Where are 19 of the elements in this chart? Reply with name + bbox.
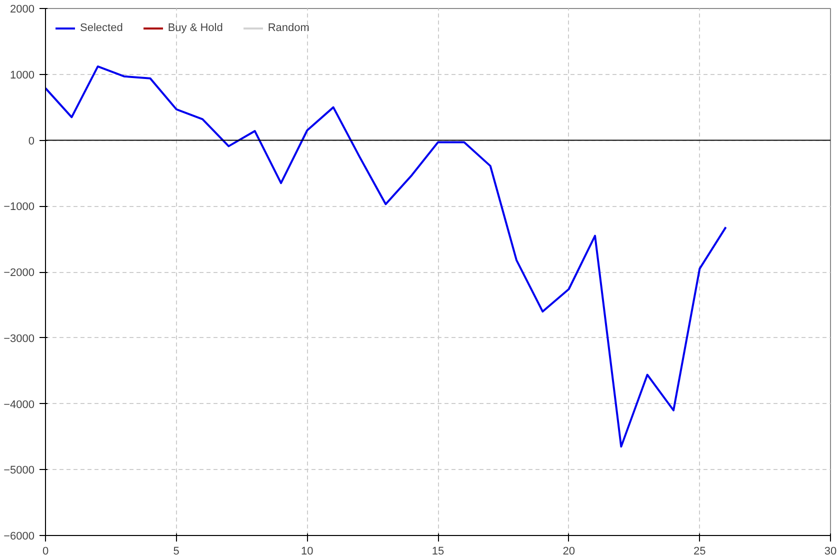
x-tick-label: 5 bbox=[173, 546, 180, 557]
y-tick-label: −1000 bbox=[4, 201, 35, 214]
legend-label: Random bbox=[268, 22, 310, 34]
x-tick-label: 15 bbox=[432, 546, 444, 557]
y-tick-label: 0 bbox=[28, 135, 35, 148]
y-tick-label: −6000 bbox=[4, 530, 35, 542]
y-tick-label: 2000 bbox=[10, 4, 35, 16]
legend-label: Buy & Hold bbox=[168, 22, 223, 34]
y-tick-label: −3000 bbox=[4, 332, 35, 345]
x-tick-label: 30 bbox=[824, 546, 837, 557]
x-tick-label: 10 bbox=[301, 546, 314, 557]
x-tick-label: 20 bbox=[562, 546, 575, 557]
y-tick-label: −2000 bbox=[4, 267, 35, 279]
x-tick-label: 0 bbox=[42, 546, 49, 557]
y-tick-label: 1000 bbox=[10, 69, 35, 82]
x-tick-label: 25 bbox=[694, 546, 706, 557]
y-tick-label: −4000 bbox=[4, 398, 35, 411]
y-tick-label: −5000 bbox=[4, 464, 35, 477]
legend-label: Selected bbox=[80, 22, 123, 34]
